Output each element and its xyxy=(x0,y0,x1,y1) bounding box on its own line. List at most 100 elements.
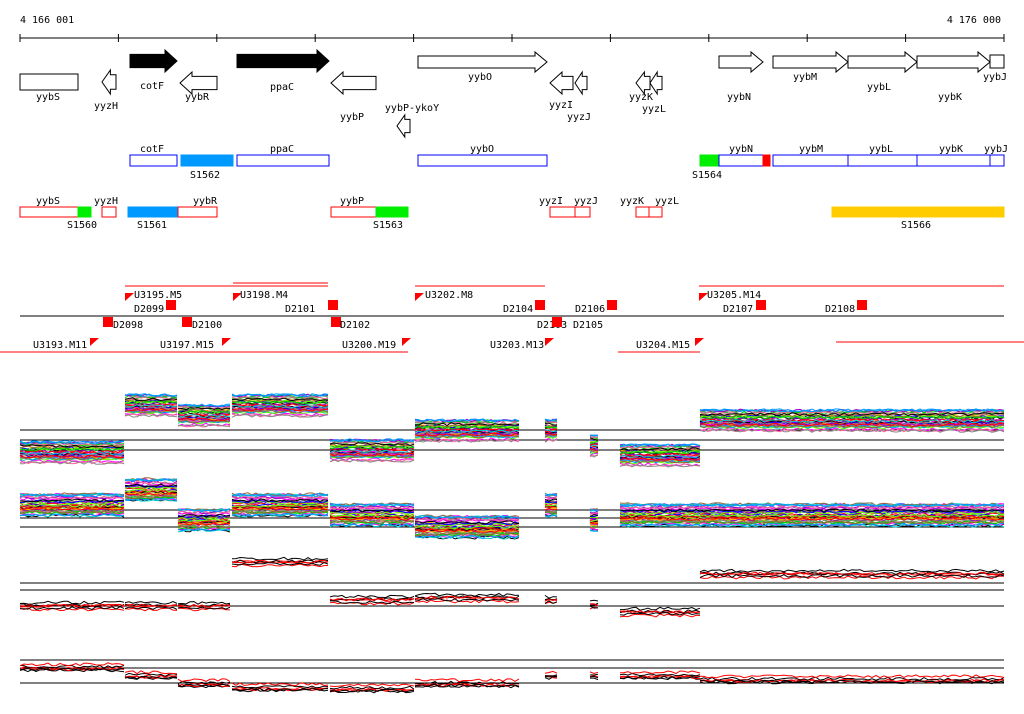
gene-yyzK[interactable]: yyzK xyxy=(629,70,653,103)
gene-yybR[interactable]: yybR xyxy=(179,70,218,103)
gene-ppaC[interactable]: ppaC xyxy=(236,48,330,93)
regulatory-site-U3198.M4[interactable]: U3198.M4 xyxy=(233,290,288,301)
regulatory-site-D2107[interactable]: D2107 xyxy=(723,300,766,315)
transcript-yyzJ[interactable]: yyzJ xyxy=(574,196,598,218)
regulatory-site-U3202.M8[interactable]: U3202.M8 xyxy=(415,290,473,301)
promoter-flag-icon[interactable] xyxy=(125,293,134,301)
regulatory-site-D2100[interactable]: D2100 xyxy=(182,317,222,331)
feature-box[interactable] xyxy=(635,206,650,218)
segment-S1561[interactable]: S1561 xyxy=(127,206,179,231)
feature-box[interactable] xyxy=(574,206,591,218)
gene-yyzI[interactable]: yyzI xyxy=(549,70,574,111)
gene-arrow-icon[interactable] xyxy=(396,113,411,139)
transcript-yybM[interactable]: yybM xyxy=(772,144,849,167)
transcript-yybS[interactable]: yybS xyxy=(19,196,79,218)
regulatory-site-U3204.M15[interactable]: U3204.M15 xyxy=(636,338,704,351)
transcript-yybR[interactable]: yybR xyxy=(177,196,218,218)
segment-S1560[interactable]: S1560 xyxy=(67,206,97,231)
feature-box[interactable] xyxy=(127,206,179,218)
gene-arrow-icon[interactable] xyxy=(989,54,1005,69)
gene-cotF[interactable]: cotF xyxy=(129,48,178,92)
gene-arrow-icon[interactable] xyxy=(635,70,651,96)
gene-arrow-icon[interactable] xyxy=(772,50,849,74)
promoter-flag-icon[interactable] xyxy=(415,293,424,301)
gene-arrow-icon[interactable] xyxy=(19,73,79,91)
feature-box[interactable] xyxy=(417,154,548,167)
gene-yybP[interactable]: yybP xyxy=(330,70,377,123)
feature-box[interactable] xyxy=(847,154,918,167)
terminator-marker[interactable] xyxy=(328,300,338,310)
gene-yybK[interactable]: yybK xyxy=(916,50,991,103)
terminator-marker[interactable] xyxy=(756,300,766,310)
terminator-marker[interactable] xyxy=(857,300,867,310)
terminator-marker[interactable] xyxy=(166,300,176,310)
regulatory-site-D2105[interactable]: D2105 xyxy=(552,317,603,331)
gene-arrow-icon[interactable] xyxy=(549,70,574,96)
feature-box[interactable] xyxy=(549,206,576,218)
feature-box[interactable] xyxy=(129,154,178,167)
promoter-flag-icon[interactable] xyxy=(90,338,99,346)
transcript-yyzK[interactable]: yyzK xyxy=(620,196,650,218)
feature-box[interactable] xyxy=(772,154,849,167)
segment-S1562[interactable]: S1562 xyxy=(180,154,234,181)
feature-box[interactable] xyxy=(831,206,1005,218)
gene-yybM[interactable]: yybM xyxy=(772,50,849,83)
gene-yybN[interactable]: yybN xyxy=(718,50,764,103)
promoter-flag-icon[interactable] xyxy=(222,338,231,346)
gene-arrow-icon[interactable] xyxy=(649,70,663,96)
feature-box[interactable] xyxy=(77,206,92,218)
regulatory-site-D2101[interactable]: D2101 xyxy=(285,300,338,315)
feature-box[interactable] xyxy=(718,154,770,167)
transcript-yyzH[interactable]: yyzH xyxy=(94,196,118,218)
transcript-yyzL[interactable]: yyzL xyxy=(648,196,679,218)
promoter-flag-icon[interactable] xyxy=(699,293,708,301)
gene-arrow-icon[interactable] xyxy=(718,50,764,74)
promoter-flag-icon[interactable] xyxy=(233,293,242,301)
transcript-yybJ[interactable]: yybJ xyxy=(984,144,1008,167)
regulatory-site-D2098[interactable]: D2098 xyxy=(103,317,143,331)
terminator-marker[interactable] xyxy=(331,317,341,327)
transcript-yybK[interactable]: yybK xyxy=(916,144,991,167)
segment-S1563[interactable]: S1563 xyxy=(373,206,409,231)
feature-box[interactable] xyxy=(177,206,218,218)
promoter-flag-icon[interactable] xyxy=(545,338,554,346)
segment-S1566[interactable]: S1566 xyxy=(831,206,1005,231)
gene-arrow-icon[interactable] xyxy=(129,48,178,74)
gene-arrow-icon[interactable] xyxy=(574,70,588,96)
terminator-marker[interactable] xyxy=(607,300,617,310)
gene-yyzL[interactable]: yyzL xyxy=(642,70,666,115)
promoter-flag-icon[interactable] xyxy=(402,338,411,346)
feature-box[interactable] xyxy=(236,154,330,167)
regulatory-site-D2106[interactable]: D2106 xyxy=(575,300,617,315)
gene-arrow-icon[interactable] xyxy=(916,50,991,74)
regulatory-site-U3197.M15[interactable]: U3197.M15 xyxy=(160,338,231,351)
regulatory-site-D2099[interactable]: D2099 xyxy=(134,300,176,315)
transcript-yybL[interactable]: yybL xyxy=(847,144,918,167)
terminator-marker[interactable] xyxy=(182,317,192,327)
transcript-yybN[interactable]: yybN xyxy=(718,144,770,167)
transcript-cotF[interactable]: cotF xyxy=(129,144,178,167)
regulatory-site-U3203.M13[interactable]: U3203.M13 xyxy=(490,338,554,351)
feature-box[interactable] xyxy=(648,206,663,218)
gene-arrow-icon[interactable] xyxy=(101,68,117,96)
terminator-marker[interactable] xyxy=(103,317,113,327)
feature-box[interactable] xyxy=(916,154,991,167)
transcript-ppaC[interactable]: ppaC xyxy=(236,144,330,167)
gene-arrow-icon[interactable] xyxy=(847,50,918,74)
transcript-yybP[interactable]: yybP xyxy=(330,196,377,218)
gene-yybO[interactable]: yybO xyxy=(417,50,548,83)
terminator-marker[interactable] xyxy=(535,300,545,310)
gene-arrow-icon[interactable] xyxy=(417,50,548,74)
gene-yyzJ[interactable]: yyzJ xyxy=(567,70,591,123)
segment-marker[interactable] xyxy=(762,154,771,167)
regulatory-site-U3200.M19[interactable]: U3200.M19 xyxy=(342,338,411,351)
gene-yybS[interactable]: yybS xyxy=(19,73,79,103)
gene-yybL[interactable]: yybL xyxy=(847,50,918,93)
regulatory-site-U3195.M5[interactable]: U3195.M5 xyxy=(125,290,182,301)
regulatory-site-D2102[interactable]: D2102 xyxy=(331,317,370,331)
promoter-flag-icon[interactable] xyxy=(695,338,704,346)
terminator-marker[interactable] xyxy=(552,317,562,327)
feature-box[interactable] xyxy=(699,154,720,167)
gene-yybP-ykoY[interactable]: yybP-ykoY xyxy=(385,103,439,139)
feature-box[interactable] xyxy=(762,154,771,167)
